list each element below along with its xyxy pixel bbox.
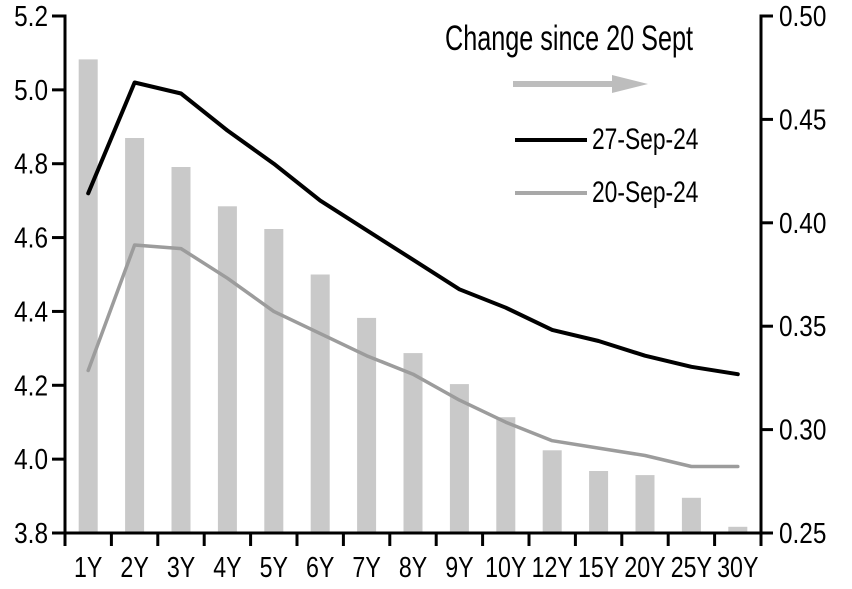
bar-1Y	[78, 59, 98, 534]
left-tick-label: 4.8	[14, 148, 48, 180]
right-tick-label: 0.50	[779, 0, 826, 32]
bar-30Y	[728, 526, 748, 533]
right-tick-label: 0.30	[779, 414, 826, 446]
bar-7Y	[357, 317, 377, 533]
x-tick-label-7Y: 7Y	[352, 550, 380, 583]
left-tick-label: 4.2	[14, 369, 48, 401]
line-20-sep-24	[86, 243, 740, 469]
right-arrow-icon	[513, 81, 613, 87]
left-tick-label: 4.6	[14, 222, 48, 254]
x-tick-label-30Y: 30Y	[717, 550, 758, 583]
left-tick-label: 3.8	[14, 517, 48, 549]
legend-line-sample-27sep	[515, 138, 587, 142]
bar-8Y	[403, 353, 423, 533]
bar-12Y	[542, 450, 562, 533]
x-tick-label-9Y: 9Y	[445, 550, 473, 583]
line-27-sep-24	[86, 80, 740, 377]
right-arrow-head-icon	[612, 75, 648, 93]
right-tick-label: 0.25	[779, 517, 826, 549]
left-tick-label: 5.0	[14, 74, 48, 106]
right-tick-label: 0.35	[779, 310, 826, 342]
bar-25Y	[681, 497, 701, 533]
bar-10Y	[496, 417, 516, 533]
legend-label-27sep: 27-Sep-24	[592, 123, 699, 156]
x-tick-label-2Y: 2Y	[120, 550, 148, 583]
legend-label-20sep: 20-Sep-24	[592, 176, 699, 209]
right-tick-label: 0.40	[779, 207, 826, 239]
x-tick-label-12Y: 12Y	[532, 550, 573, 583]
x-tick-label-15Y: 15Y	[578, 550, 619, 583]
bar-4Y	[217, 206, 237, 534]
bar-3Y	[171, 167, 191, 533]
legend-title: Change since 20 Sept	[445, 19, 693, 58]
x-tick-label-1Y: 1Y	[74, 550, 102, 583]
x-tick-label-20Y: 20Y	[624, 550, 665, 583]
x-tick-label-10Y: 10Y	[485, 550, 526, 583]
left-tick-label: 4.4	[14, 295, 48, 327]
x-tick-label-4Y: 4Y	[213, 550, 241, 583]
bar-9Y	[449, 384, 469, 533]
bar-15Y	[589, 471, 609, 533]
x-tick-label-3Y: 3Y	[167, 550, 195, 583]
bar-5Y	[264, 229, 284, 533]
right-tick-label: 0.45	[779, 103, 826, 135]
bar-6Y	[310, 274, 330, 533]
x-tick-label-5Y: 5Y	[260, 550, 288, 583]
bar-2Y	[125, 138, 145, 533]
x-tick-label-8Y: 8Y	[399, 550, 427, 583]
left-tick-label: 4.0	[14, 443, 48, 475]
legend-line-sample-20sep	[515, 191, 587, 195]
x-tick-label-25Y: 25Y	[671, 550, 712, 583]
left-tick-label: 5.2	[14, 0, 48, 32]
bar-20Y	[635, 475, 655, 533]
x-tick-label-6Y: 6Y	[306, 550, 334, 583]
